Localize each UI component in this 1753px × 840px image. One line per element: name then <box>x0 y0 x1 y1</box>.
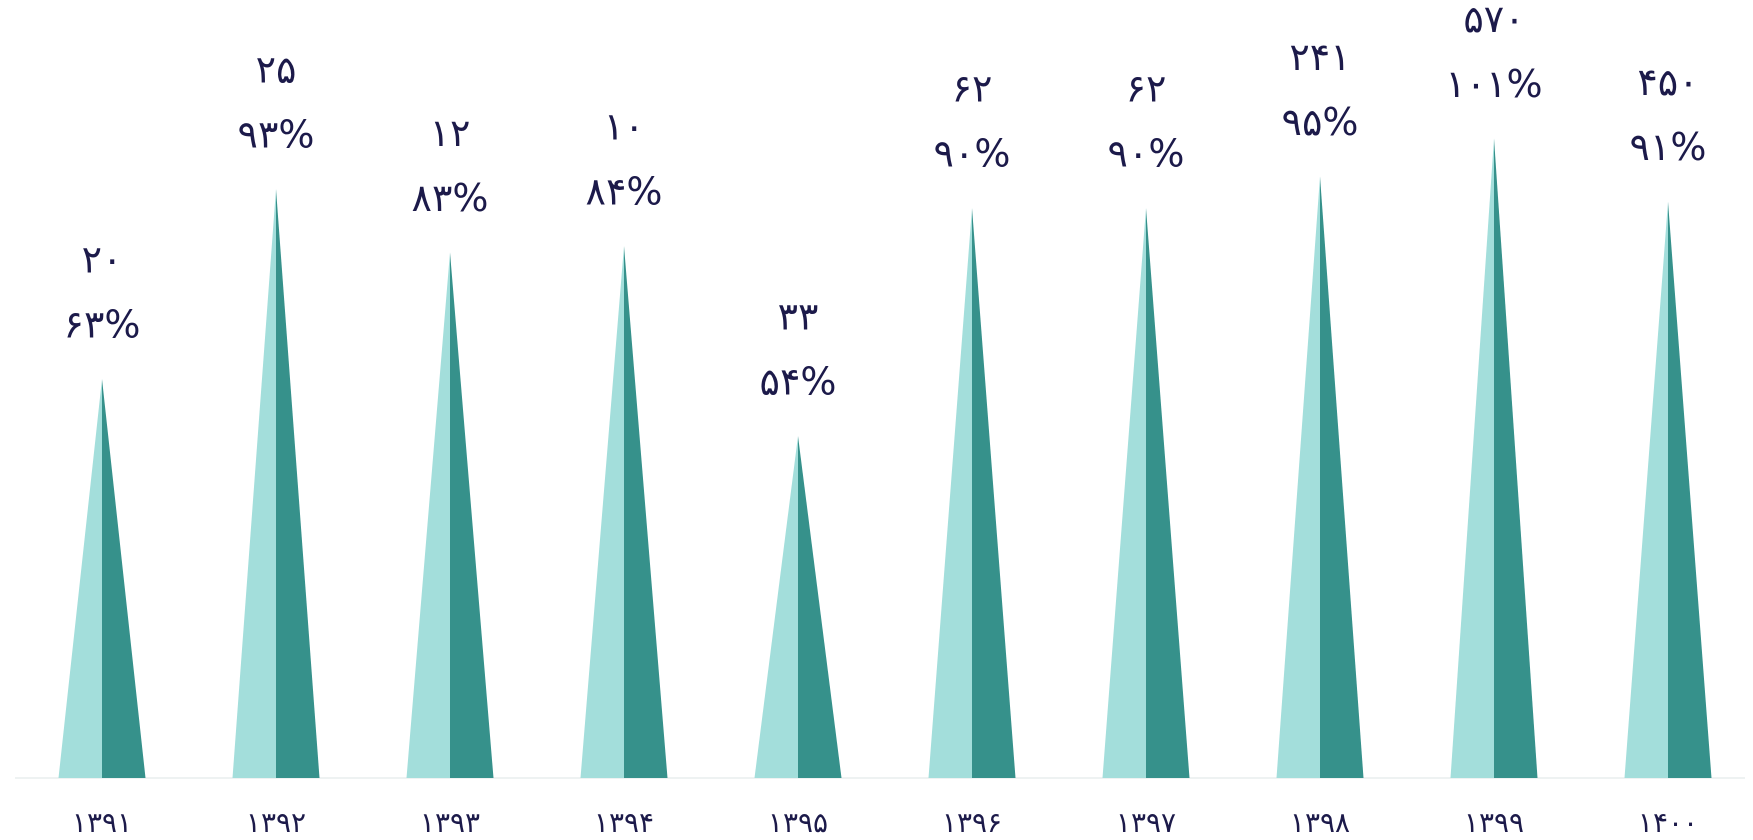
spike-right <box>276 189 320 778</box>
x-tick-label: ۱۳۹۳ <box>420 806 480 839</box>
spike-right <box>798 436 842 778</box>
count-label: ۶۲ <box>952 67 993 111</box>
x-tick-label: ۱۳۹۷ <box>1116 806 1176 839</box>
value-label: ۹۵% <box>1282 100 1359 144</box>
x-tick-label: ۱۳۹۹ <box>1464 806 1524 839</box>
spike-right <box>450 252 494 779</box>
count-label: ۶۲ <box>1126 67 1167 111</box>
count-label: ۲۴۱ <box>1289 35 1350 79</box>
x-tick-label: ۱۳۹۲ <box>246 806 306 839</box>
x-tick-label: ۱۳۹۶ <box>942 806 1002 839</box>
spike-right <box>1494 138 1538 779</box>
count-label: ۲۵ <box>256 48 297 92</box>
spike-right <box>1146 208 1190 778</box>
value-label: ۹۱% <box>1630 125 1707 169</box>
count-label: ۴۵۰ <box>1637 60 1698 104</box>
count-label: ۳۳ <box>778 295 819 339</box>
spike-right <box>972 208 1016 778</box>
x-tick-label: ۱۳۹۵ <box>768 806 828 839</box>
spike-left <box>1102 208 1146 778</box>
spike-left <box>58 379 102 778</box>
spike-left <box>232 189 276 778</box>
x-tick-label: ۱۳۹۱ <box>72 806 132 839</box>
x-tick-label: ۱۴۰۰ <box>1638 806 1698 839</box>
spike-left <box>1624 201 1668 778</box>
spike-right <box>1668 201 1712 778</box>
x-tick-label: ۱۳۹۴ <box>594 806 654 839</box>
value-label: ۵۴% <box>760 360 837 404</box>
count-label: ۵۷۰ <box>1463 0 1524 41</box>
spike-left <box>754 436 798 778</box>
x-tick-label: ۱۳۹۸ <box>1290 806 1350 839</box>
value-label: ۹۳% <box>238 113 315 157</box>
value-label: ۱۰۱% <box>1445 62 1542 106</box>
value-label: ۶۳% <box>64 303 141 347</box>
count-label: ۱۲ <box>430 111 471 155</box>
spike-left <box>406 252 450 779</box>
spike-right <box>102 379 146 778</box>
spike-right <box>624 246 668 778</box>
spike-left <box>1276 176 1320 779</box>
spike-left <box>580 246 624 778</box>
value-label: ۸۳% <box>412 176 489 220</box>
value-label: ۹۰% <box>1108 132 1185 176</box>
count-label: ۲۰ <box>82 238 123 282</box>
count-label: ۱۰ <box>604 105 645 149</box>
spike-left <box>928 208 972 778</box>
value-label: ۹۰% <box>934 132 1011 176</box>
spike-left <box>1450 138 1494 779</box>
spike-right <box>1320 176 1364 779</box>
value-label: ۸۴% <box>586 170 663 214</box>
